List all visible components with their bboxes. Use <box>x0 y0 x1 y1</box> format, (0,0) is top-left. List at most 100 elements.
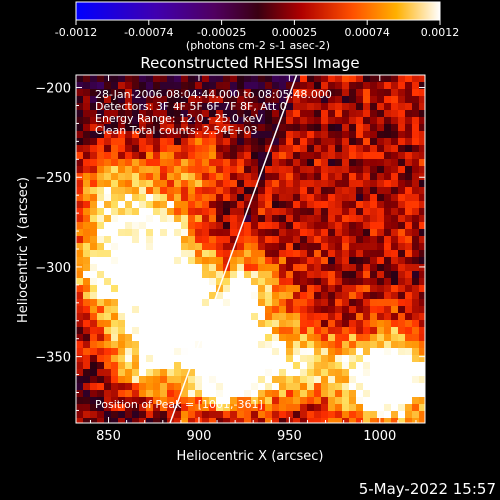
image-pixel <box>265 362 272 369</box>
image-pixel <box>370 292 377 299</box>
image-pixel <box>251 117 258 124</box>
image-pixel <box>160 166 167 173</box>
image-pixel <box>174 257 181 264</box>
image-pixel <box>286 376 293 383</box>
image-pixel <box>342 180 349 187</box>
image-pixel <box>279 383 286 390</box>
image-pixel <box>76 313 83 320</box>
image-pixel <box>412 131 419 138</box>
image-pixel <box>167 299 174 306</box>
image-pixel <box>181 404 188 411</box>
image-pixel <box>104 362 111 369</box>
image-pixel <box>97 285 104 292</box>
image-pixel <box>370 271 377 278</box>
x-tick-label: 1000 <box>363 429 396 444</box>
image-pixel <box>118 313 125 320</box>
image-pixel <box>412 96 419 103</box>
image-pixel <box>314 145 321 152</box>
image-pixel <box>90 166 97 173</box>
image-pixel <box>153 306 160 313</box>
image-pixel <box>209 187 216 194</box>
image-pixel <box>76 390 83 397</box>
image-pixel <box>104 131 111 138</box>
image-pixel <box>279 138 286 145</box>
image-pixel <box>391 110 398 117</box>
image-pixel <box>265 278 272 285</box>
image-pixel <box>272 180 279 187</box>
image-pixel <box>363 348 370 355</box>
image-pixel <box>118 82 125 89</box>
image-pixel <box>321 152 328 159</box>
image-pixel <box>412 327 419 334</box>
image-pixel <box>195 236 202 243</box>
image-pixel <box>349 236 356 243</box>
image-pixel <box>83 75 90 82</box>
image-pixel <box>160 369 167 376</box>
image-pixel <box>202 341 209 348</box>
image-pixel <box>419 166 425 173</box>
image-pixel <box>132 96 139 103</box>
image-pixel <box>244 222 251 229</box>
image-pixel <box>174 75 181 82</box>
image-pixel <box>244 362 251 369</box>
image-pixel <box>230 376 237 383</box>
image-pixel <box>153 369 160 376</box>
image-pixel <box>132 215 139 222</box>
image-pixel <box>307 327 314 334</box>
image-pixel <box>342 264 349 271</box>
image-pixel <box>132 187 139 194</box>
image-pixel <box>90 418 97 423</box>
image-pixel <box>293 390 300 397</box>
image-pixel <box>265 320 272 327</box>
image-pixel <box>104 96 111 103</box>
image-pixel <box>146 103 153 110</box>
image-pixel <box>230 166 237 173</box>
image-pixel <box>391 124 398 131</box>
image-pixel <box>321 229 328 236</box>
image-pixel <box>265 334 272 341</box>
image-pixel <box>258 117 265 124</box>
image-pixel <box>405 103 412 110</box>
image-pixel <box>272 355 279 362</box>
image-pixel <box>153 201 160 208</box>
image-pixel <box>419 257 425 264</box>
image-pixel <box>174 411 181 418</box>
image-pixel <box>321 362 328 369</box>
image-pixel <box>342 299 349 306</box>
image-pixel <box>363 320 370 327</box>
image-pixel <box>258 243 265 250</box>
image-pixel <box>132 299 139 306</box>
image-pixel <box>307 96 314 103</box>
image-pixel <box>314 152 321 159</box>
image-pixel <box>181 292 188 299</box>
image-pixel <box>265 173 272 180</box>
image-pixel <box>195 103 202 110</box>
image-pixel <box>300 201 307 208</box>
image-pixel <box>335 418 342 423</box>
image-pixel <box>300 362 307 369</box>
image-pixel <box>111 89 118 96</box>
image-pixel <box>111 166 118 173</box>
image-pixel <box>307 313 314 320</box>
image-pixel <box>384 138 391 145</box>
image-pixel <box>251 397 258 404</box>
image-pixel <box>328 124 335 131</box>
image-pixel <box>356 327 363 334</box>
image-pixel <box>83 82 90 89</box>
image-pixel <box>412 138 419 145</box>
image-pixel <box>279 404 286 411</box>
image-pixel <box>111 257 118 264</box>
image-pixel <box>363 383 370 390</box>
image-pixel <box>258 124 265 131</box>
image-pixel <box>76 229 83 236</box>
image-pixel <box>90 117 97 124</box>
image-pixel <box>195 334 202 341</box>
image-pixel <box>90 180 97 187</box>
image-pixel <box>202 82 209 89</box>
image-pixel <box>335 390 342 397</box>
image-pixel <box>90 341 97 348</box>
image-pixel <box>209 124 216 131</box>
image-pixel <box>167 208 174 215</box>
image-pixel <box>146 383 153 390</box>
image-pixel <box>314 208 321 215</box>
